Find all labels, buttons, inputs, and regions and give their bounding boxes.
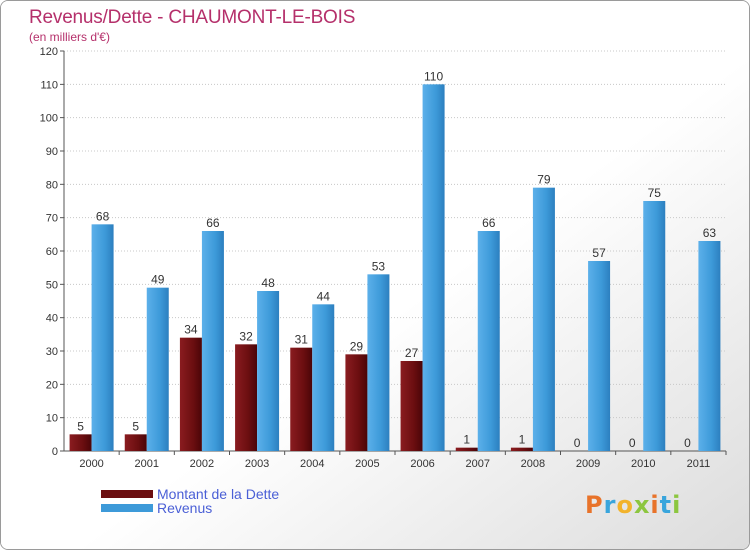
data-label: 27 [405,346,419,360]
y-tick-label: 70 [46,213,58,225]
x-tick-label: 2011 [687,458,711,470]
legend-label-dette: Montant de la Dette [157,486,280,502]
chart-title: Revenus/Dette - CHAUMONT-LE-BOIS [29,7,356,28]
bar-revenus [422,84,445,451]
data-label: 29 [350,339,364,353]
x-tick-label: 2005 [355,458,379,470]
data-label: 1 [519,433,526,447]
data-label: 110 [424,69,443,83]
bar-dette [124,434,147,451]
data-label: 34 [184,323,198,337]
data-label: 0 [629,436,636,450]
data-label: 48 [261,276,275,290]
bar-dette [179,337,202,451]
bar-dette [345,354,368,451]
data-label: 44 [317,289,331,303]
logo-letter: o [616,491,634,519]
bar-dette [510,447,533,451]
bars [69,84,721,451]
x-tick-label: 2004 [300,458,324,470]
y-tick-label: 40 [46,313,58,325]
data-label: 31 [295,333,309,347]
legend-item-dette: Montant de la Dette [101,486,280,502]
legend-swatch-revenus [101,504,153,512]
bar-dette [69,434,92,451]
bar-revenus [643,201,666,451]
y-tick-label: 20 [46,379,58,391]
data-label: 75 [648,186,662,200]
y-tick-label: 30 [46,346,58,358]
bar-revenus [201,231,224,451]
bar-dette [290,347,313,451]
y-tick-label: 0 [52,446,58,458]
logo-letter: x [633,491,651,519]
x-tick-label: 2007 [466,458,490,470]
x-tick-label: 2006 [410,458,434,470]
bar-dette [455,447,478,451]
logo-letter: r [603,491,617,519]
data-label: 5 [132,419,139,433]
x-tick-label: 2001 [135,458,159,470]
y-tick-label: 80 [46,179,58,191]
data-label: 32 [239,329,253,343]
x-tick-label: 2008 [521,458,545,470]
data-labels: 5 68 5 49 34 66 32 48 31 44 29 53 27 110 1 66 1 79 0 57 0 75 0… [77,69,716,450]
bar-revenus [477,231,500,451]
data-label: 79 [537,173,551,187]
proxiti-logo: Proxiti [585,491,681,519]
data-label: 57 [592,246,606,260]
data-label: 66 [206,216,220,230]
y-tick-label: 110 [40,79,58,91]
y-tick-label: 60 [46,246,58,258]
bar-revenus [146,287,169,451]
data-label: 5 [77,419,84,433]
bar-revenus [532,187,555,451]
data-label: 63 [703,226,717,240]
data-label: 49 [151,273,165,287]
bar-dette [235,344,258,451]
logo-letter: i [650,491,660,519]
y-tick-label: 90 [46,146,58,158]
legend-item-revenus: Revenus [101,500,213,516]
bar-revenus [367,274,390,451]
bar-dette [400,361,423,451]
bar-revenus [312,304,335,451]
chart-subtitle: (en milliers d'€) [29,30,110,44]
data-label: 1 [463,433,470,447]
logo-letter: P [585,491,604,519]
logo-letter: t [659,491,673,519]
data-label: 53 [372,259,386,273]
y-tick-label: 120 [40,46,58,58]
y-tick-label: 10 [46,413,58,425]
legend-swatch-dette [101,490,153,498]
x-tick-label: 2000 [79,458,103,470]
bar-revenus [698,241,721,451]
bar-revenus [588,261,611,451]
x-tick-label: 2009 [576,458,600,470]
logo-letter: i [672,491,682,519]
y-tick-label: 50 [46,279,58,291]
data-label: 68 [96,209,110,223]
x-tick-label: 2010 [631,458,655,470]
data-label: 66 [482,216,496,230]
legend-label-revenus: Revenus [157,500,213,516]
data-label: 0 [574,436,581,450]
data-label: 0 [684,436,691,450]
x-tick-label: 2003 [245,458,269,470]
y-tick-label: 100 [40,113,58,125]
bar-revenus [91,224,114,451]
bar-revenus [257,291,280,451]
x-tick-label: 2002 [190,458,214,470]
